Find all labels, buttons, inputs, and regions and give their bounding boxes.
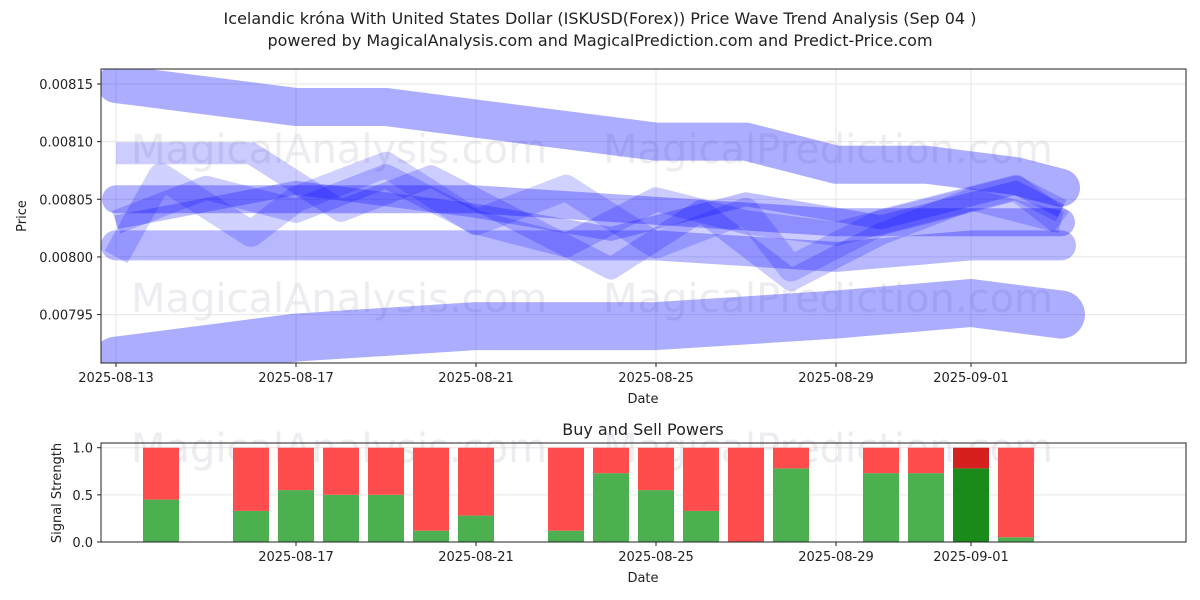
wave-series-line — [116, 142, 1064, 291]
wave-series-line — [102, 185, 1075, 237]
sell-bar — [548, 447, 584, 531]
price-x-ticks: 2025-08-13 2025-08-17 2025-08-21 2025-08-25… — [78, 363, 1009, 386]
sell-bar — [863, 447, 899, 474]
buy-bar — [773, 468, 809, 542]
watermark-prediction-mid: MagicalPrediction.com — [603, 276, 1053, 322]
price-y-tick-label: 0.00805 — [39, 193, 93, 208]
buy-bar — [233, 510, 269, 542]
wave-series-group — [101, 69, 1085, 363]
sell-bar — [908, 447, 944, 474]
price-y-tick-label: 0.00795 — [39, 309, 93, 324]
buy-bar — [638, 490, 674, 542]
chart-subtitle: powered by MagicalAnalysis.com and Magic… — [267, 31, 933, 50]
price-wave-chart: MagicalAnalysis.com MagicalPrediction.co… — [15, 68, 1187, 407]
price-y-tick-label: 0.00800 — [39, 251, 93, 266]
signal-x-tick-label: 2025-08-21 — [438, 550, 514, 565]
buy-bar — [143, 499, 179, 542]
sell-bar — [368, 447, 404, 495]
sell-bar — [143, 447, 179, 500]
sell-bar — [728, 447, 764, 542]
signal-bars — [143, 447, 1034, 542]
price-x-tick-label: 2025-08-13 — [78, 371, 154, 386]
signal-y-ticks: 0.0 0.5 1.0 — [72, 442, 101, 551]
sell-bar — [233, 447, 269, 511]
sell-bar — [638, 447, 674, 491]
buy-bar — [458, 515, 494, 542]
buy-bar — [908, 473, 944, 542]
buy-bar — [278, 490, 314, 542]
signal-x-tick-label: 2025-09-01 — [933, 550, 1009, 565]
chart-title: Icelandic króna With United States Dolla… — [223, 9, 977, 28]
sell-bar — [278, 447, 314, 491]
wave-series-line — [104, 151, 1069, 282]
buy-bar — [368, 494, 404, 542]
price-x-tick-label: 2025-08-25 — [618, 371, 694, 386]
signal-y-tick-label: 0.0 — [72, 536, 93, 551]
buy-sell-title: Buy and Sell Powers — [562, 420, 724, 439]
buy-sell-chart: Buy and Sell Powers MagicalAnalysis.com … — [50, 420, 1187, 586]
wave-series-line — [101, 279, 1085, 363]
sell-bar — [323, 447, 359, 495]
sell-bar — [458, 447, 494, 516]
sell-bar — [953, 447, 989, 469]
sell-bar — [593, 447, 629, 474]
watermark-analysis-mid: MagicalAnalysis.com — [131, 276, 547, 322]
price-x-tick-label: 2025-08-17 — [258, 371, 334, 386]
signal-y-label: Signal Strength — [50, 443, 65, 543]
buy-bar — [953, 468, 989, 542]
sell-bar — [413, 447, 449, 531]
wave-series-line — [114, 180, 1065, 241]
buy-bar — [548, 530, 584, 542]
buy-bar — [593, 473, 629, 542]
wave-series-line — [101, 69, 1080, 207]
signal-y-tick-label: 1.0 — [72, 442, 93, 457]
price-y-ticks: 0.00795 0.00800 0.00805 0.00810 0.00815 — [39, 78, 101, 324]
price-grid — [101, 69, 1186, 363]
watermark-analysis-top: MagicalAnalysis.com — [131, 127, 547, 173]
price-y-label: Price — [15, 200, 30, 232]
price-x-tick-label: 2025-08-21 — [438, 371, 514, 386]
signal-x-ticks: 2025-08-17 2025-08-21 2025-08-25 2025-08-29… — [258, 542, 1009, 565]
signal-x-label: Date — [627, 571, 658, 586]
wave-series-line — [111, 164, 1067, 258]
sell-bar — [683, 447, 719, 511]
price-x-label: Date — [627, 392, 658, 407]
buy-bar — [863, 473, 899, 542]
signal-x-tick-label: 2025-08-29 — [798, 550, 874, 565]
signal-x-tick-label: 2025-08-17 — [258, 550, 334, 565]
signal-x-tick-label: 2025-08-25 — [618, 550, 694, 565]
signal-y-tick-label: 0.5 — [72, 489, 93, 504]
sell-bar — [773, 447, 809, 469]
price-x-tick-label: 2025-08-29 — [798, 371, 874, 386]
watermark-prediction-top: MagicalPrediction.com — [603, 127, 1053, 173]
buy-bar — [413, 530, 449, 542]
buy-bar — [998, 537, 1034, 542]
buy-bar — [683, 510, 719, 542]
price-y-tick-label: 0.00810 — [39, 136, 93, 151]
wave-series-line — [101, 230, 1076, 272]
price-x-tick-label: 2025-09-01 — [933, 371, 1009, 386]
sell-bar — [998, 447, 1034, 538]
price-y-tick-label: 0.00815 — [39, 78, 93, 93]
buy-bar — [323, 494, 359, 542]
